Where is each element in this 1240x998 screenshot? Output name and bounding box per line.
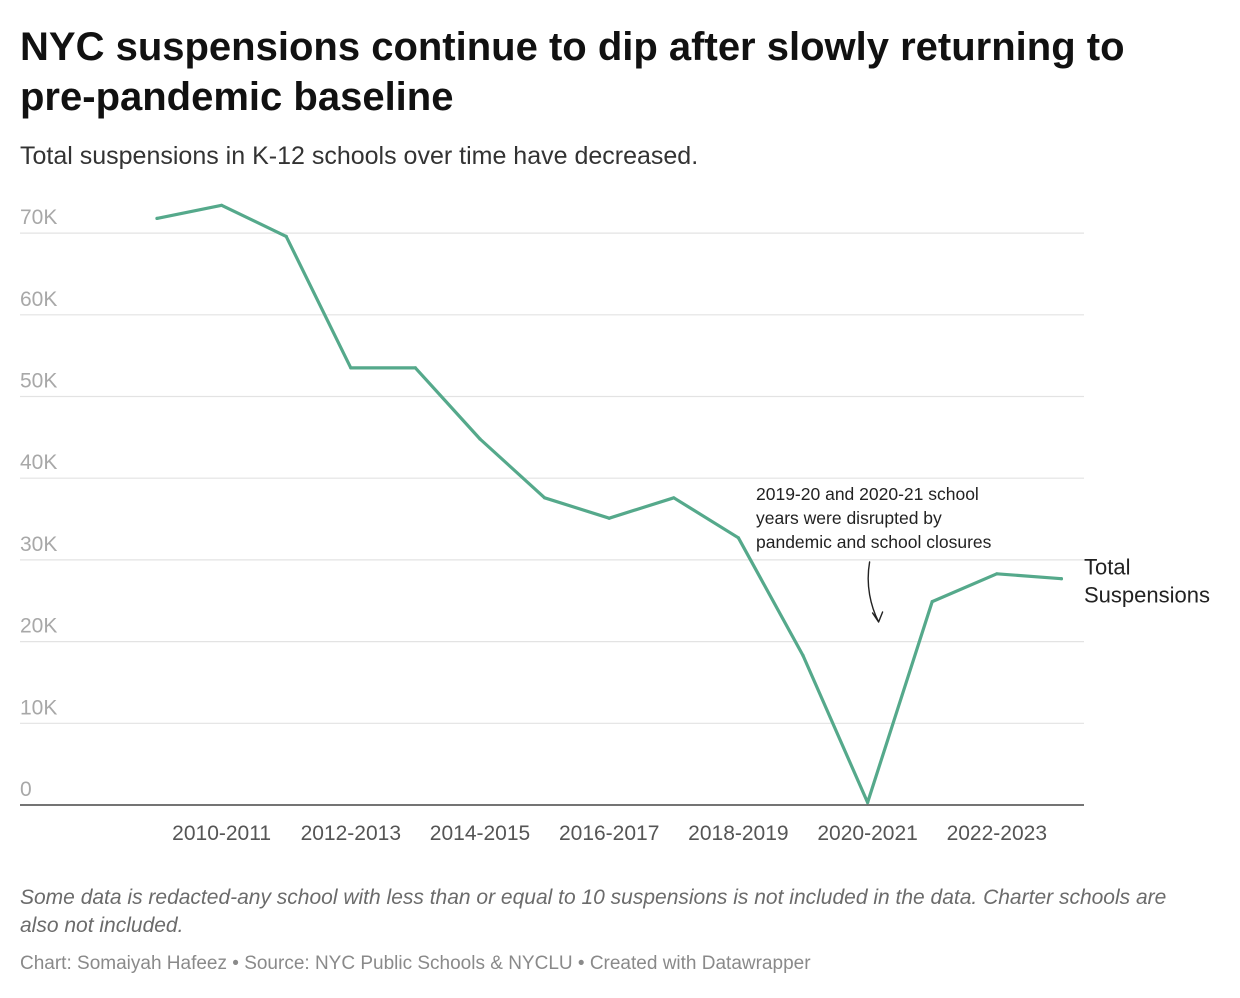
- chart-title: NYC suspensions continue to dip after sl…: [20, 25, 1125, 119]
- y-axis-ticks: 0 10K 20K 30K 40K 50K 60K 70K: [20, 206, 57, 801]
- data-point: [220, 203, 224, 207]
- y-tick-label: 10K: [20, 696, 57, 719]
- data-point: [736, 536, 741, 540]
- data-point: [607, 516, 611, 520]
- data-point: [1059, 577, 1063, 581]
- x-axis-ticks: 2010-2011 2012-2013 2014-2015 2016-2017 2018…: [172, 822, 1047, 845]
- series-lines: [155, 203, 1064, 805]
- y-tick-label: 30K: [20, 533, 57, 556]
- data-point: [995, 572, 999, 576]
- y-tick-label: 20K: [20, 615, 57, 638]
- data-point: [349, 366, 353, 370]
- x-tick-label: 2018-2019: [688, 822, 788, 845]
- gridlines: [20, 232, 1084, 806]
- annotation: 2019-20 and 2020-21 school years were dis…: [756, 484, 992, 623]
- annotation-text: pandemic and school closures: [756, 532, 992, 552]
- annotation-arrow: [867, 561, 884, 623]
- y-tick-label: 0: [20, 778, 32, 801]
- chart-credits: Chart: Somaiyah Hafeez • Source: NYC Pub…: [20, 953, 811, 974]
- annotation-text: 2019-20 and 2020-21 school: [756, 484, 979, 504]
- data-point: [284, 234, 288, 238]
- series-labels: Total Suspensions: [1084, 555, 1210, 608]
- data-point: [478, 437, 482, 441]
- y-tick-label: 40K: [20, 451, 57, 474]
- x-tick-label: 2016-2017: [559, 822, 659, 845]
- data-point: [866, 800, 870, 805]
- x-tick-label: 2014-2015: [430, 822, 530, 845]
- chart-subtitle: Total suspensions in K-12 schools over t…: [20, 142, 699, 170]
- data-point: [155, 216, 159, 220]
- x-tick-label: 2022-2023: [947, 822, 1047, 845]
- data-point: [930, 599, 934, 604]
- data-point: [801, 653, 805, 658]
- y-tick-label: 70K: [20, 206, 57, 229]
- y-tick-label: 60K: [20, 288, 57, 311]
- data-point: [543, 496, 547, 500]
- line-chart: 0 10K 20K 30K 40K 50K 60K 70K 2010-2011 2012-201…: [20, 203, 1210, 845]
- annotation-text: years were disrupted by: [756, 508, 942, 528]
- x-tick-label: 2012-2013: [301, 822, 401, 845]
- y-tick-label: 50K: [20, 370, 57, 393]
- x-tick-label: 2010-2011: [172, 822, 271, 845]
- chart-notes: Some data is redacted-any school with le…: [20, 886, 1167, 937]
- series-label: Total Suspensions: [1084, 555, 1210, 608]
- x-tick-label: 2020-2021: [817, 822, 917, 845]
- data-point: [413, 366, 417, 370]
- data-point: [672, 496, 676, 500]
